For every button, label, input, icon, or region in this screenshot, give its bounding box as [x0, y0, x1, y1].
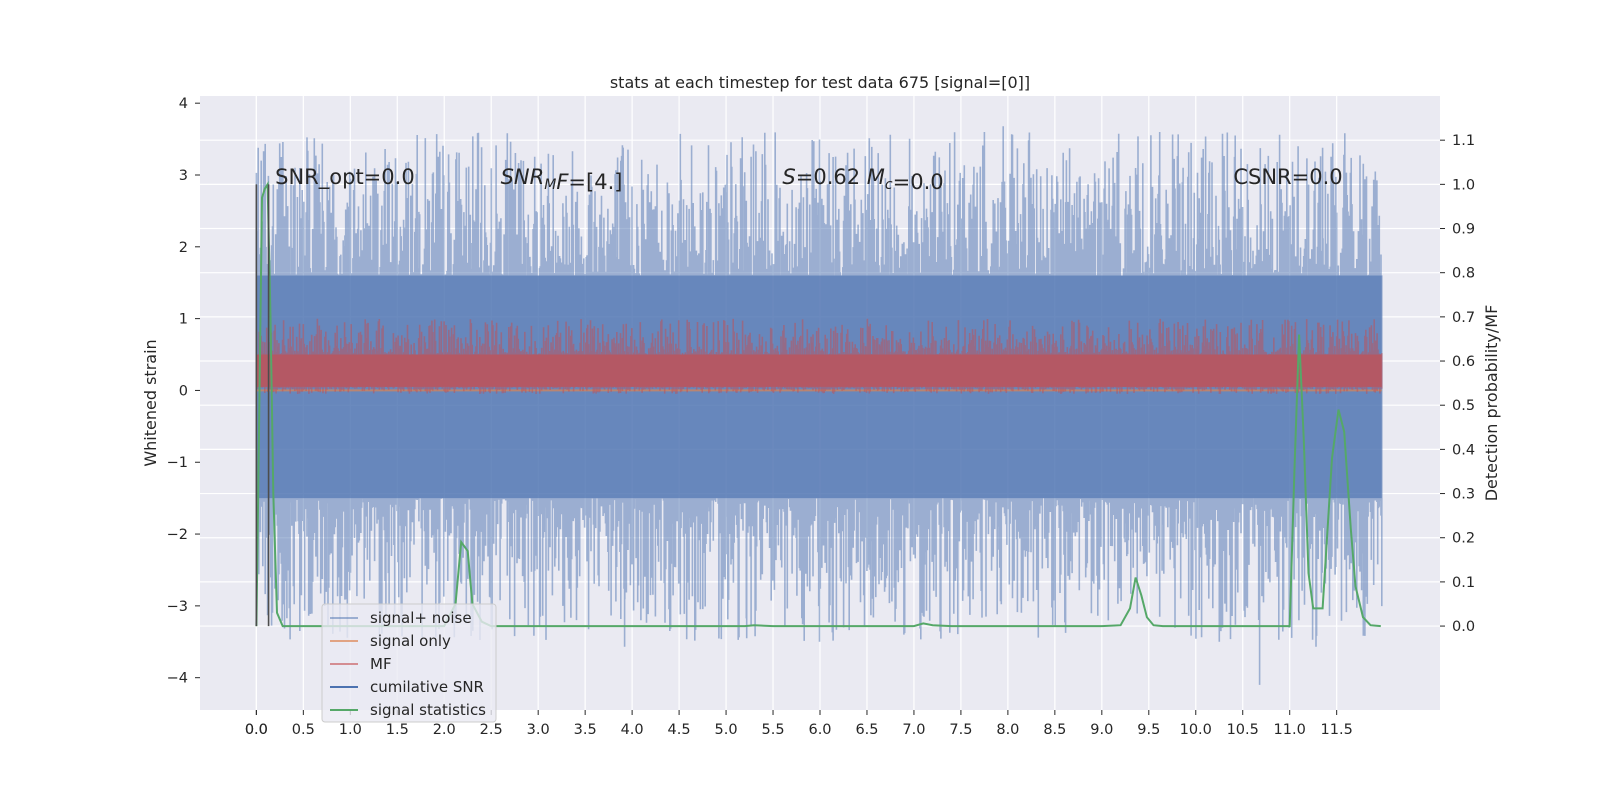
y-axis-label: Whitened strain [141, 339, 160, 466]
legend-label: cumilative SNR [370, 678, 484, 696]
annotation-text: CSNR=0.0 [1233, 165, 1342, 189]
y2-tick-label: 0.6 [1452, 354, 1475, 370]
x-tick-label: 0.0 [245, 722, 268, 738]
x-tick-label: 7.5 [949, 722, 972, 738]
x-axis: 0.00.0 0.5 1.0 1.5 2.0 2.5 3.0 3.5 4.0 4.5 5.0 5.5 6… [245, 710, 1353, 738]
series-mf [255, 318, 1383, 394]
y-tick-label: −4 [167, 671, 188, 687]
x-tick-label: 3.5 [574, 722, 597, 738]
x-tick-label: 5.5 [761, 722, 784, 738]
x-tick-label: 8.0 [996, 722, 1019, 738]
y2-tick-label: 0.7 [1452, 310, 1475, 326]
y2-tick-label: 1.1 [1452, 133, 1475, 149]
chart-title: stats at each timestep for test data 675… [610, 73, 1030, 92]
x-tick-label: 0.5 [292, 722, 315, 738]
x-tick-label: 3.0 [527, 722, 550, 738]
y2-tick-label: 0.1 [1452, 575, 1475, 591]
legend-box [321, 603, 497, 723]
y2-tick-label: 0.2 [1452, 531, 1475, 547]
series-signal-statistics [255, 180, 1381, 628]
y-axis-left: 4 3 2 1 0 −1 −2 −3 −4 [167, 96, 200, 687]
y2-tick-label: 0.0 [1452, 619, 1475, 635]
y2-axis-label: Detection probability/MF [1482, 305, 1501, 502]
x-tick-label: 2.0 [433, 722, 456, 738]
x-tick-label: 9.0 [1090, 722, 1113, 738]
annotations: SNR_opt=0.0 SNRMF=[4.] S=0.62 Mc=0.0 CSNR=0… [275, 165, 1342, 194]
legend-label: signal only [370, 632, 451, 650]
x-tick-label: 10.5 [1227, 722, 1259, 738]
x-tick-label: 7.0 [902, 722, 925, 738]
y-tick-label: 4 [179, 96, 188, 112]
x-tick-label: 5.0 [715, 722, 738, 738]
x-tick-label: 11.0 [1274, 722, 1306, 738]
series-layer [255, 126, 1383, 685]
legend-label: MF [370, 655, 392, 673]
y-tick-label: 3 [179, 168, 188, 184]
x-tick-label: 1.0 [339, 722, 362, 738]
legend: signal+ noise signal only MF cumilative SNR… [321, 603, 497, 723]
y-tick-label: 0 [179, 383, 188, 399]
y2-tick-label: 0.9 [1452, 222, 1475, 238]
y-tick-label: 1 [179, 312, 188, 328]
y2-tick-label: 1.0 [1452, 177, 1475, 193]
annotation-text: SNR_opt=0.0 [275, 165, 415, 190]
x-tick-label: 8.5 [1043, 722, 1066, 738]
y-tick-label: 2 [179, 240, 188, 256]
x-tick-label: 1.5 [386, 722, 409, 738]
annotation-text: SNRMF=[4.] [501, 165, 623, 194]
x-tick-label: 4.5 [668, 722, 691, 738]
x-tick-label: 0.0 [245, 722, 268, 738]
legend-label: signal+ noise [370, 609, 472, 627]
y2-tick-label: 0.4 [1452, 442, 1475, 458]
y-tick-label: −2 [167, 527, 188, 543]
x-tick-label: 6.0 [808, 722, 831, 738]
y-tick-label: −1 [167, 455, 188, 471]
legend-label: signal statistics [370, 701, 486, 719]
y-axis-right: 1.1 1.0 0.9 0.8 0.7 0.6 0.5 0.4 0.3 0.2 0.1 0.0 [1440, 133, 1475, 635]
y-tick-label: −3 [167, 599, 188, 615]
y2-tick-label: 0.3 [1452, 487, 1475, 503]
x-tick-label: 4.0 [621, 722, 644, 738]
annotation-text: S=0.62 Mc=0.0 [782, 165, 943, 194]
x-tick-label: 9.5 [1137, 722, 1160, 738]
x-tick-label: 6.5 [855, 722, 878, 738]
x-tick-label: 2.5 [480, 722, 503, 738]
y2-tick-label: 0.8 [1452, 266, 1475, 282]
x-tick-label: 10.0 [1180, 722, 1212, 738]
x-tick-label: 11.5 [1321, 722, 1353, 738]
y2-tick-label: 0.5 [1452, 398, 1475, 414]
